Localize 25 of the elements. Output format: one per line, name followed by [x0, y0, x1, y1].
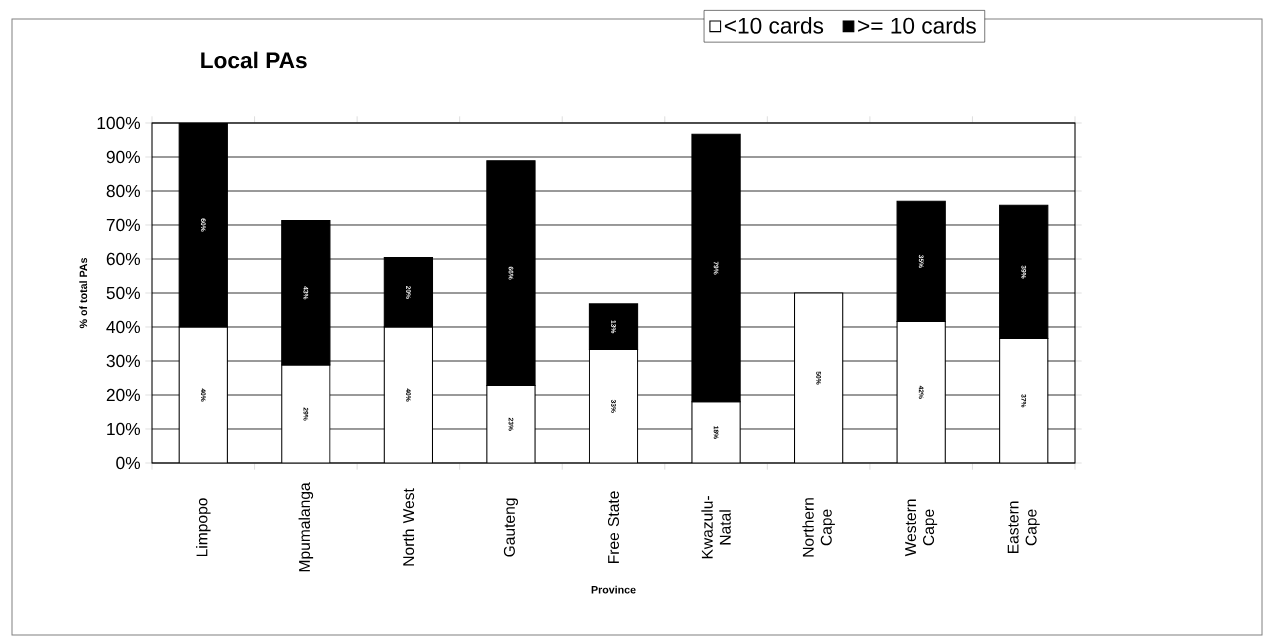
y-tick-label: 40%: [106, 320, 141, 334]
y-tick-label: 70%: [106, 218, 141, 232]
x-tick-label: Gauteng: [503, 498, 519, 557]
x-tick-label: Mpumalanga: [298, 482, 314, 572]
y-tick-label: 80%: [106, 184, 141, 198]
y-axis-title: % of total PAs: [79, 257, 88, 329]
y-tick-label: 30%: [106, 354, 141, 368]
legend-label: >= 10 cards: [858, 17, 976, 34]
legend-label: <10 cards: [724, 17, 824, 34]
y-tick-label: 50%: [106, 286, 141, 300]
chart-title: Local PAs: [201, 51, 307, 69]
x-tick-label: Eastern Cape: [1007, 501, 1040, 554]
x-tick-label: Kwazulu-Natal: [701, 496, 731, 559]
x-axis-title: Province: [591, 585, 636, 594]
x-tick-label: Free State: [607, 491, 620, 564]
x-tick-label: Western Cape: [905, 499, 938, 557]
x-tick-label: Northern Cape: [802, 498, 835, 557]
y-tick-label: 100%: [97, 116, 141, 130]
y-tick-label: 10%: [107, 422, 141, 436]
x-tick-label: Limpopo: [196, 498, 211, 557]
y-tick-label: 0%: [116, 456, 141, 470]
y-tick-label: 90%: [106, 150, 141, 164]
y-tick-label: 20%: [106, 388, 141, 402]
x-tick-label: North West: [402, 488, 415, 566]
y-tick-label: 60%: [106, 252, 141, 266]
